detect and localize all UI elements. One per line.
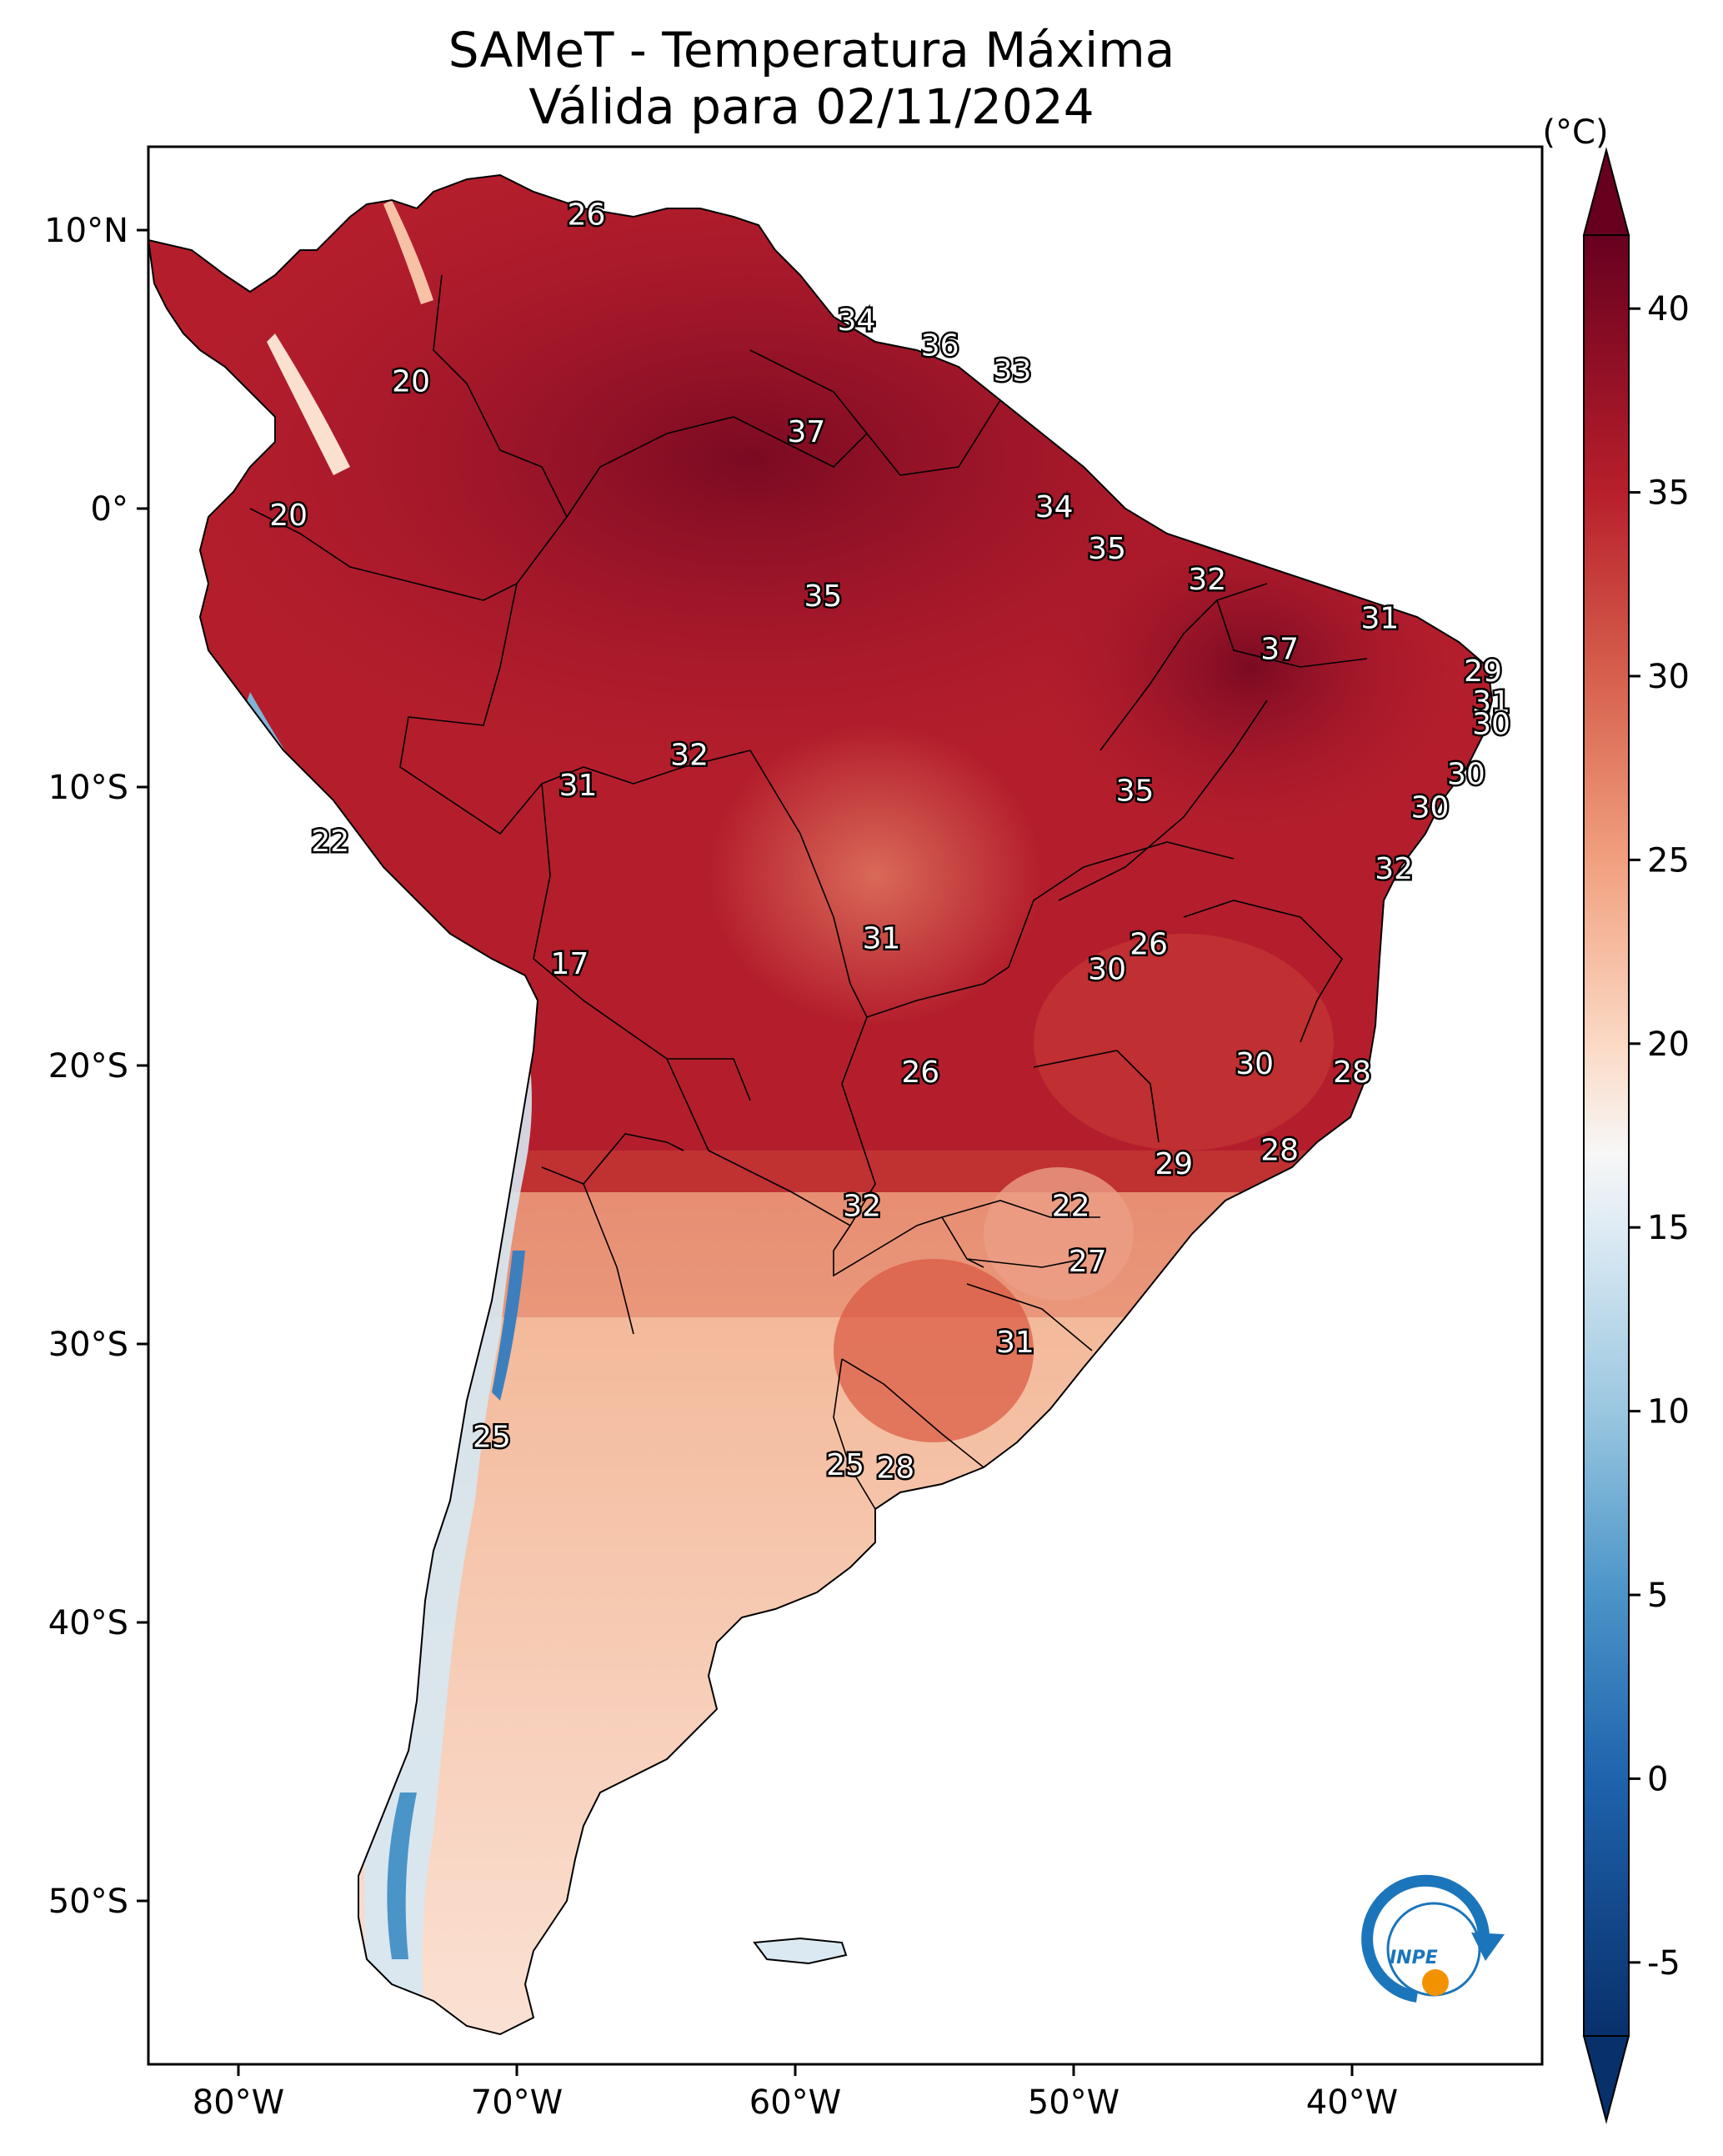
isoline-label: 32 [1188, 563, 1226, 597]
colorbar-tick-label: 10 [1647, 1393, 1690, 1431]
axis-ticks [137, 228, 1354, 2076]
colorbar: 40 35 30 25 20 15 10 5 0 -5 (°C) [1542, 113, 1690, 2124]
lat-tick-label: 30°S [48, 1326, 128, 1364]
lat-tick-label: 10°S [48, 769, 128, 807]
lat-tick-label: 50°S [48, 1883, 128, 1921]
isoline-label: 28 [876, 1451, 914, 1485]
isoline-label: 35 [804, 579, 842, 614]
lat-tick-label: 10°N [44, 212, 128, 250]
isoline-label: 31 [996, 1326, 1034, 1360]
isoline-label: 20 [269, 499, 308, 533]
colorbar-top-arrow [1582, 147, 1630, 236]
coastline [147, 173, 1494, 2036]
isoline-label: 31 [559, 769, 598, 803]
colorbar-tick-label: -5 [1647, 1944, 1680, 1983]
isoline-label: 27 [1069, 1245, 1107, 1279]
lat-axis-labels: 10°N 0° 10°S 20°S 30°S 40°S 50°S [44, 212, 128, 1921]
isoline-label: 31 [1472, 685, 1510, 720]
colorbar-tick-label: 25 [1647, 841, 1690, 880]
isoline-label: 17 [551, 947, 589, 981]
map-title-line2: Válida para 02/11/2024 [528, 78, 1094, 135]
isoline-label: 30 [1472, 708, 1510, 742]
isoline-label: 26 [901, 1055, 939, 1090]
isoline-label: 35 [1088, 532, 1126, 566]
isoline-label: 29 [1155, 1147, 1193, 1181]
colorbar-tick-label: 40 [1647, 290, 1690, 328]
isoline-label: 22 [1052, 1189, 1090, 1223]
lon-tick-label: 50°W [1028, 2083, 1119, 2122]
isoline-label: 30 [1088, 952, 1126, 986]
lat-tick-label: 40°S [48, 1604, 128, 1642]
lat-tick-label: 20°S [48, 1047, 128, 1086]
logo-text: INPE [1390, 1948, 1438, 1968]
isoline-label: 31 [863, 922, 901, 956]
isoline-label: 33 [994, 353, 1032, 388]
logo-sun-icon [1422, 1969, 1449, 1996]
colorbar-tick-label: 15 [1647, 1209, 1690, 1247]
isoline-label: 26 [568, 198, 606, 232]
isoline-label: 20 [392, 365, 430, 399]
isoline-label: 26 [1129, 927, 1168, 961]
lon-tick-label: 70°W [471, 2083, 563, 2122]
falkland-islands [753, 1937, 848, 1965]
isoline-label: 25 [473, 1421, 511, 1455]
colorbar-tick-label: 30 [1647, 658, 1690, 696]
isoline-label: 28 [1333, 1055, 1371, 1090]
isoline-label: 25 [826, 1448, 864, 1482]
isoline-label: 37 [1260, 632, 1299, 666]
isoline-label: 37 [787, 415, 825, 449]
map-title-line1: SAMeT - Temperatura Máxima [448, 22, 1175, 78]
lat-tick-label: 0° [91, 490, 128, 529]
colorbar-bottom-arrow [1582, 2035, 1630, 2124]
lon-axis-labels: 80°W 70°W 60°W 50°W 40°W [193, 2083, 1398, 2122]
lon-tick-label: 40°W [1306, 2083, 1398, 2122]
isoline-label: 22 [311, 825, 349, 859]
isoline-label: 30 [1235, 1047, 1274, 1081]
colorbar-bar [1583, 234, 1630, 2037]
isoline-label: 32 [843, 1189, 881, 1223]
isoline-label: 34 [1035, 490, 1074, 524]
isoline-label: 34 [838, 303, 876, 338]
isoline-label: 32 [670, 738, 709, 772]
isoline-label: 30 [1411, 791, 1450, 825]
isoline-label: 28 [1260, 1134, 1299, 1168]
colorbar-units: (°C) [1542, 113, 1608, 152]
isoline-label: 29 [1464, 654, 1502, 689]
isoline-label: 30 [1447, 758, 1485, 792]
isoline-label: 32 [1375, 852, 1413, 886]
inpe-logo: INPE [1361, 1874, 1505, 2003]
lon-tick-label: 80°W [193, 2083, 284, 2122]
country-borders [249, 274, 1368, 1510]
isoline-label: 35 [1116, 775, 1155, 809]
colorbar-tick-label: 5 [1647, 1577, 1668, 1615]
colorbar-tick-label: 0 [1647, 1760, 1668, 1798]
lon-tick-label: 60°W [749, 2083, 841, 2122]
isoline-label: 31 [1360, 602, 1399, 636]
isoline-label: 36 [921, 328, 959, 363]
colorbar-tick-label: 20 [1647, 1025, 1690, 1064]
colorbar-tick-label: 35 [1647, 474, 1690, 513]
